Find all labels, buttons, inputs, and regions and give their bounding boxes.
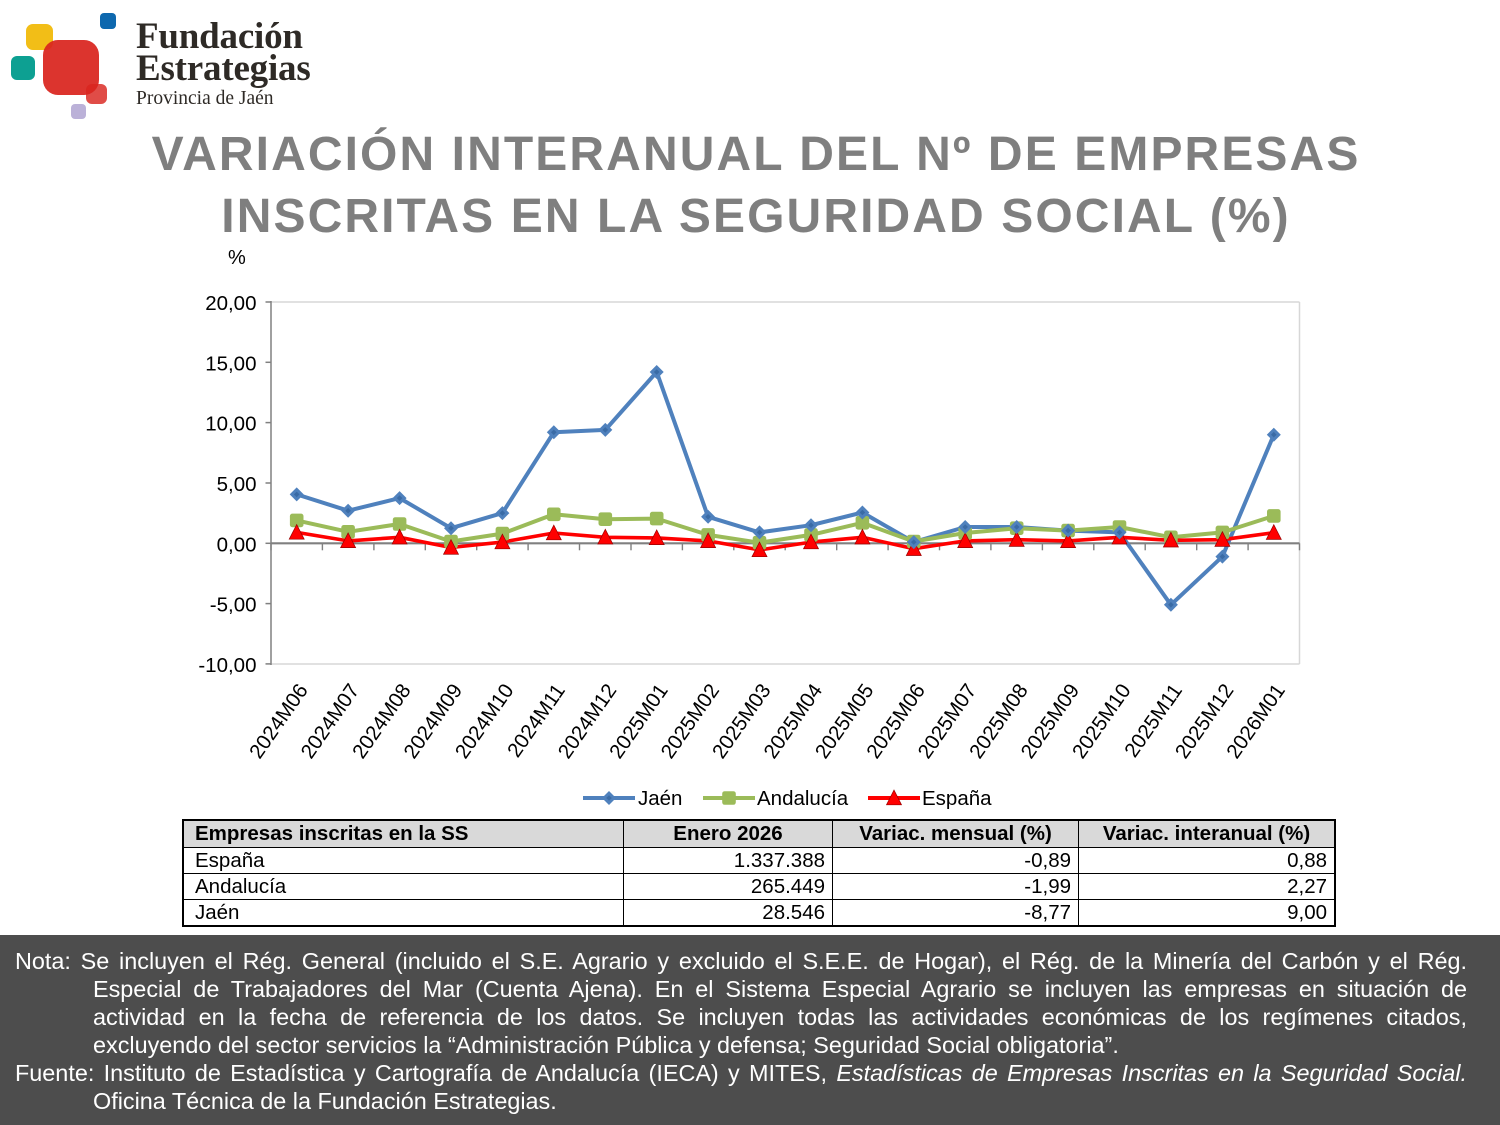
svg-text:Andalucía: Andalucía <box>757 787 849 810</box>
svg-text:Jaén: Jaén <box>638 787 682 810</box>
svg-text:0,00: 0,00 <box>217 533 257 556</box>
svg-text:5,00: 5,00 <box>217 473 257 496</box>
svg-text:-5,00: -5,00 <box>210 594 257 617</box>
svg-text:10,00: 10,00 <box>205 413 256 436</box>
svg-text:-10,00: -10,00 <box>198 654 256 677</box>
svg-text:15,00: 15,00 <box>205 352 256 375</box>
svg-text:España: España <box>922 787 992 810</box>
svg-text:%: % <box>228 247 246 269</box>
svg-text:20,00: 20,00 <box>205 292 256 315</box>
